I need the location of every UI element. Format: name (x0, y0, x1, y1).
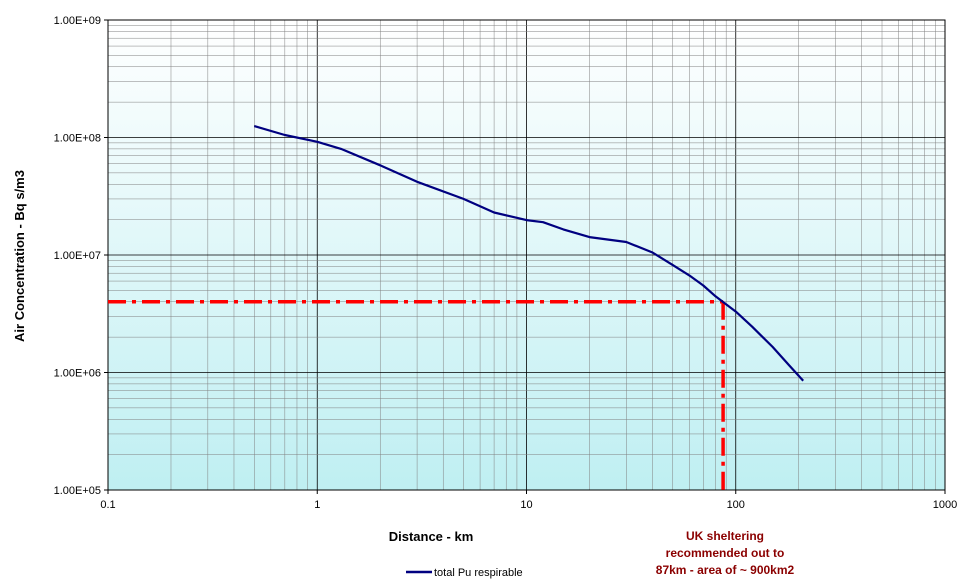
x-tick-label: 1 (314, 499, 320, 511)
x-tick-label: 1000 (933, 499, 957, 511)
x-tick-label: 10 (520, 499, 532, 511)
y-tick-label: 1.00E+06 (54, 368, 101, 380)
y-axis-title: Air Concentration - Bq s/m3 (12, 170, 27, 342)
x-tick-label: 100 (727, 499, 745, 511)
annotation: UK sheltering recommended out to 87km - … (656, 529, 795, 577)
series-line (253, 125, 805, 382)
annotation-line-1: UK sheltering (686, 529, 764, 543)
x-tick-label: 0.1 (100, 499, 115, 511)
y-tick-label: 1.00E+09 (54, 15, 101, 27)
annotation-line-2: recommended out to (666, 546, 785, 560)
annotation-line-3: 87km - area of ~ 900km2 (656, 563, 795, 577)
series-group (253, 125, 805, 382)
legend-label: total Pu respirable (434, 567, 523, 579)
x-axis-title: Distance - km (389, 529, 474, 544)
y-tick-label: 1.00E+07 (54, 250, 101, 262)
legend: total Pu respirable (406, 567, 523, 579)
x-axis-ticks: 0.1 1 10 100 1000 (100, 490, 957, 511)
reference-lines (108, 300, 725, 490)
grid-lines (107, 20, 945, 491)
y-tick-label: 1.00E+08 (54, 133, 101, 145)
y-tick-label: 1.00E+05 (54, 485, 101, 497)
y-axis-ticks: 1.00E+05 1.00E+06 1.00E+07 1.00E+08 1.00E+09 (54, 15, 108, 497)
